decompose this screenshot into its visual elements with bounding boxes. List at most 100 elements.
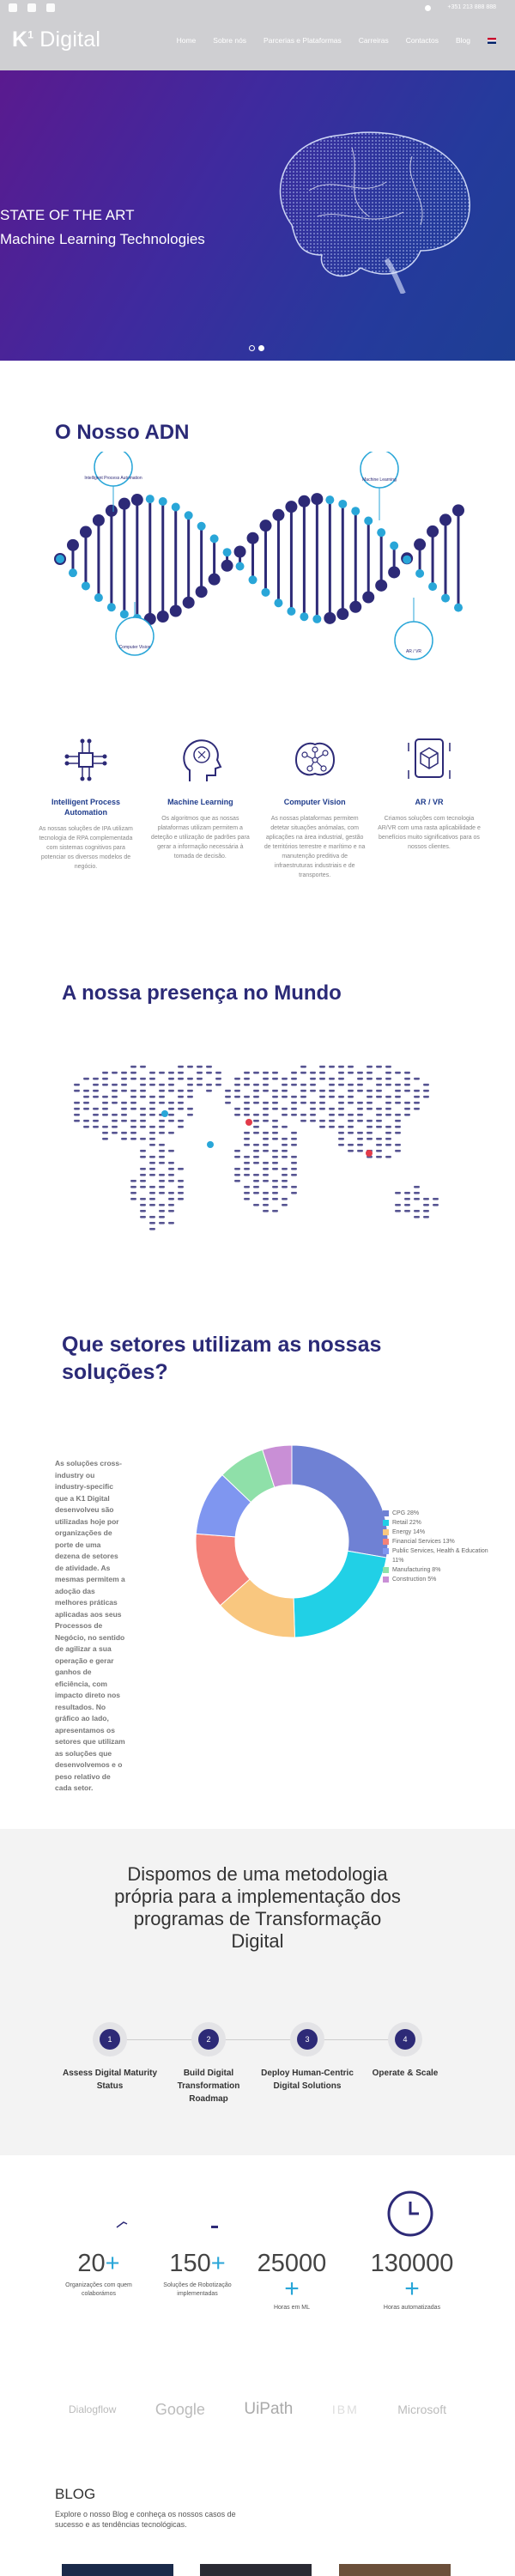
uipath-logo[interactable]: UiPath [244,2400,294,2418]
map-dot [140,1174,146,1176]
map-dot [234,1168,240,1170]
map-dot [149,1144,155,1146]
map-dot [225,1090,231,1092]
map-dot [187,1078,193,1080]
dialogflow-logo[interactable]: Dialogflow [69,2403,117,2415]
map-dot [168,1174,174,1176]
map-dot [300,1114,306,1116]
map-dot [121,1090,127,1092]
map-dot [376,1078,382,1080]
map-dot [291,1132,297,1134]
google-logo[interactable]: Google [154,2400,205,2418]
dna-node [324,611,336,624]
map-dot [348,1084,354,1086]
map-dot [102,1126,108,1128]
map-dot [149,1126,155,1128]
map-dot [282,1078,288,1080]
map-dot [367,1066,373,1068]
dna-node [56,555,64,563]
map-dot [376,1108,382,1110]
map-dot [206,1084,212,1086]
map-dot [234,1078,240,1080]
map-dot [338,1078,344,1080]
map-dot [130,1090,136,1092]
map-dot [367,1126,373,1128]
nav-item-contactos[interactable]: Contactos [405,36,439,45]
k1-digital-logo[interactable]: K1 Digital [12,27,101,52]
map-dot [253,1102,259,1104]
map-dot [159,1072,165,1074]
dna-node [209,534,219,544]
map-dot [159,1174,165,1176]
dna-node [452,504,464,517]
map-dot [253,1180,259,1182]
dna-callout-circle [394,621,433,660]
map-dot [329,1126,335,1128]
phone-number[interactable]: +351 213 888 888 [447,4,496,10]
stat-organizations: 20+ Organizações com quem colaborámos [65,2250,132,2297]
legend-label: Energy 14% [392,1529,426,1535]
ibm-logo[interactable]: IBM [331,2403,359,2416]
nav-item-home[interactable]: Home [176,36,197,45]
map-dot [187,1108,193,1110]
map-dot [197,1066,203,1068]
slide-dot-2[interactable] [258,345,264,351]
language-flag-icon[interactable] [488,38,496,44]
map-dot [130,1072,136,1074]
map-dot [423,1216,429,1218]
map-dot [168,1114,174,1116]
microsoft-logo[interactable]: Microsoft [397,2403,446,2416]
dna-node [169,605,182,617]
map-dot [197,1072,203,1074]
slide-dot-1[interactable] [249,345,255,351]
map-dot [348,1150,354,1152]
map-dot [178,1186,184,1188]
nav-item-parcerias[interactable]: Parcerias e Plataformas [264,36,342,45]
dna-node [336,608,349,621]
map-dot [319,1108,325,1110]
map-dot [357,1132,363,1134]
map-dot [367,1132,373,1134]
nav-item-sobre-nos[interactable]: Sobre nós [213,36,247,45]
blog-post-thumb-1[interactable] [62,2564,173,2576]
blog-post-thumb-3[interactable] [339,2564,451,2576]
map-dot [130,1066,136,1068]
map-dot [168,1222,174,1224]
map-dot [244,1144,250,1146]
dna-node [68,568,77,578]
map-dot [149,1114,155,1116]
map-dot [244,1132,250,1134]
dna-node [184,511,193,520]
map-dot [367,1120,373,1122]
nav-item-carreiras[interactable]: Carreiras [358,36,389,45]
map-dot [423,1096,429,1098]
step-number: 4 [395,2029,415,2050]
map-dot [253,1090,259,1092]
legend-item: Retail 22% [383,1518,495,1528]
map-dot [376,1138,382,1140]
facebook-icon[interactable] [9,3,17,12]
nav-item-blog[interactable]: Blog [455,36,470,45]
map-dot [102,1096,108,1098]
map-dot [234,1114,240,1116]
map-dot [140,1186,146,1188]
map-dot [149,1216,155,1218]
map-dot [253,1156,259,1158]
chart-legend: CPG 28% Retail 22% Energy 14% Financial Ser… [383,1509,495,1584]
map-dot [338,1108,344,1110]
map-dot [263,1084,269,1086]
map-dot [329,1066,335,1068]
instagram-icon[interactable] [27,3,36,12]
blog-post-thumb-2[interactable] [200,2564,312,2576]
linkedin-icon[interactable] [46,3,55,12]
map-dot [149,1204,155,1206]
map-dot [263,1102,269,1104]
map-dot [140,1216,146,1218]
map-dot [338,1084,344,1086]
map-dot [121,1120,127,1122]
map-dot [168,1108,174,1110]
map-dot [376,1120,382,1122]
map-dot [395,1072,401,1074]
feature-desc: Os algoritmos que as nossas plataformas … [150,816,250,860]
map-location-marker [161,1110,168,1117]
